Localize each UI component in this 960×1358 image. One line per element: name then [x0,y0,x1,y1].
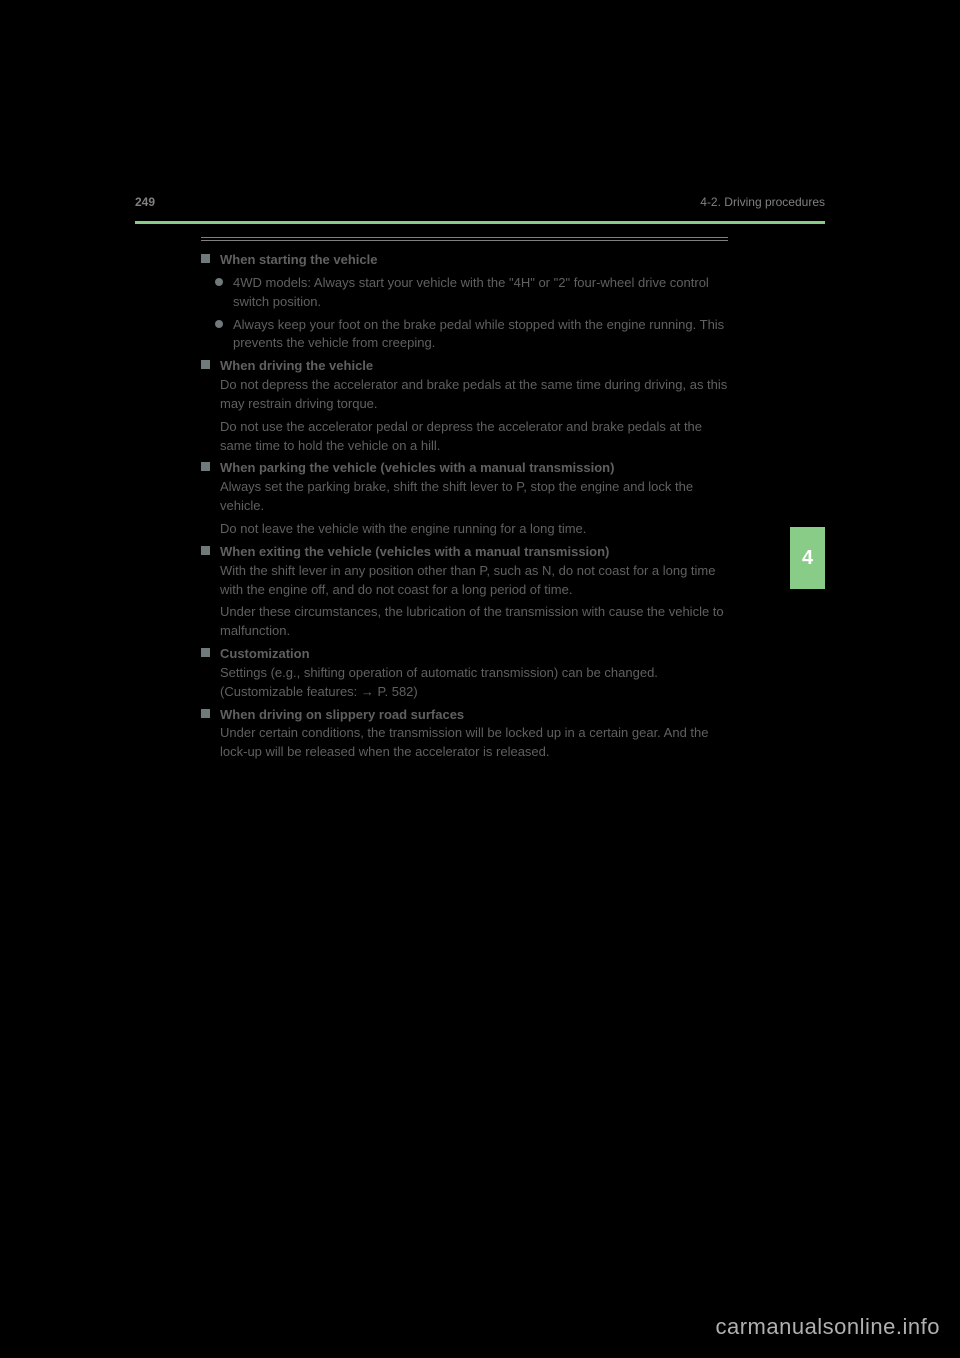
content-rule-top [201,237,728,238]
indent-spacer [201,520,220,539]
item-text: When exiting the vehicle (vehicles with … [220,543,728,600]
content-item: When parking the vehicle (vehicles with … [201,459,728,516]
square-bullet-icon [201,546,210,555]
indent-spacer [201,603,220,641]
square-bullet-icon [201,648,210,657]
indent-spacer [201,418,220,456]
item-body: With the shift lever in any position oth… [220,563,715,597]
content-item: Customization Settings (e.g., shifting o… [201,645,728,702]
item-text: Do not use the accelerator pedal or depr… [220,418,728,456]
content-rule-bottom [201,240,728,241]
item-text: Under these circumstances, the lubricati… [220,603,728,641]
item-text: Customization Settings (e.g., shifting o… [220,645,728,702]
item-text: When driving the vehicle Do not depress … [220,357,728,414]
item-body: Do not depress the accelerator and brake… [220,377,727,411]
content-item: Always keep your foot on the brake pedal… [201,316,728,354]
content-item: When driving on slippery road surfaces U… [201,706,728,763]
item-text: Do not leave the vehicle with the engine… [220,520,728,539]
item-text: 4WD models: Always start your vehicle wi… [233,274,728,312]
content-item: Do not leave the vehicle with the engine… [201,520,728,539]
item-body: Always set the parking brake, shift the … [220,479,693,513]
item-body: Under certain conditions, the transmissi… [220,725,709,759]
item-title: When driving the vehicle [220,358,373,373]
page-header: 249 4-2. Driving procedures [135,195,825,209]
circle-bullet-icon [215,278,223,286]
item-text: When driving on slippery road surfaces U… [220,706,728,763]
item-text: Always keep your foot on the brake pedal… [233,316,728,354]
square-bullet-icon [201,360,210,369]
item-body: Settings (e.g., shifting operation of au… [220,665,658,699]
content-item: When driving the vehicle Do not depress … [201,357,728,414]
chapter-tab: 4 [790,527,825,589]
chapter-number: 4 [802,547,813,570]
section-title-header: 4-2. Driving procedures [700,195,825,209]
item-title: When exiting the vehicle (vehicles with … [220,544,609,559]
square-bullet-icon [201,254,210,263]
square-bullet-icon [201,462,210,471]
item-title: When parking the vehicle (vehicles with … [220,460,614,475]
item-title: When starting the vehicle [220,252,377,267]
header-rule [135,221,825,224]
content-item: 4WD models: Always start your vehicle wi… [201,274,728,312]
watermark: carmanualsonline.info [715,1314,940,1340]
square-bullet-icon [201,709,210,718]
item-title: Customization [220,646,310,661]
content-item: When starting the vehicle [201,251,728,270]
item-text: When starting the vehicle [220,251,728,270]
content-item: When exiting the vehicle (vehicles with … [201,543,728,600]
content-item: Under these circumstances, the lubricati… [201,603,728,641]
content-item: Do not use the accelerator pedal or depr… [201,418,728,456]
content-body: When starting the vehicle 4WD models: Al… [201,251,728,766]
circle-bullet-icon [215,320,223,328]
item-title: When driving on slippery road surfaces [220,707,464,722]
item-text: When parking the vehicle (vehicles with … [220,459,728,516]
page-number: 249 [135,195,155,209]
